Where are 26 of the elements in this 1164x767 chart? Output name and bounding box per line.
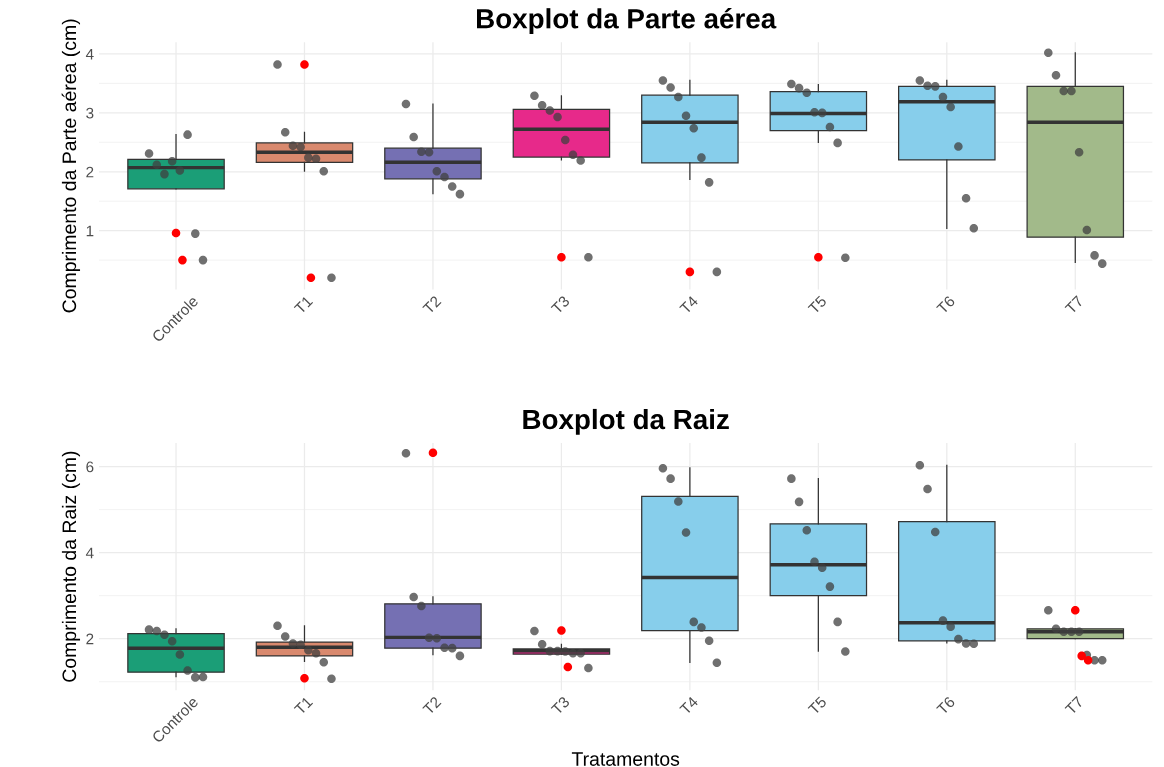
y-tick-label: 4	[85, 547, 94, 559]
x-tick-label: T5	[807, 295, 828, 315]
x-tick-label: T6	[936, 295, 956, 315]
x-tick-label: T7	[1064, 295, 1084, 315]
x-tick-label: T1	[293, 295, 314, 315]
y-tick-label: 2	[86, 633, 94, 645]
chart-title: Boxplot da Raiz	[523, 408, 729, 435]
x-tick-label: T1	[293, 696, 314, 716]
x-tick-label: T4	[679, 695, 699, 716]
x-tick-label: T5	[807, 696, 828, 716]
x-tick-label: T6	[936, 695, 956, 716]
x-tick-label: T7	[1064, 696, 1084, 716]
x-tick-label: T2	[422, 695, 442, 716]
y-tick-label: 6	[86, 461, 94, 473]
x-tick-label: T3	[550, 295, 571, 315]
y-tick-label: 2	[86, 166, 94, 178]
y-tick-label: 1	[86, 225, 94, 237]
y-tick-label: 3	[86, 107, 94, 119]
x-axis-title: Tratamentos	[571, 752, 680, 766]
y-tick-label: 4	[85, 48, 94, 60]
x-tick-label: T2	[422, 295, 442, 315]
y-axis-title: Comprimento da Raiz (cm)	[61, 451, 81, 682]
x-tick-label: T3	[550, 695, 571, 716]
chart-title: Boxplot da Parte aérea	[477, 7, 777, 35]
x-tick-label: T4	[679, 295, 699, 315]
y-axis-title: Comprimento da Parte aérea (cm)	[61, 19, 81, 313]
